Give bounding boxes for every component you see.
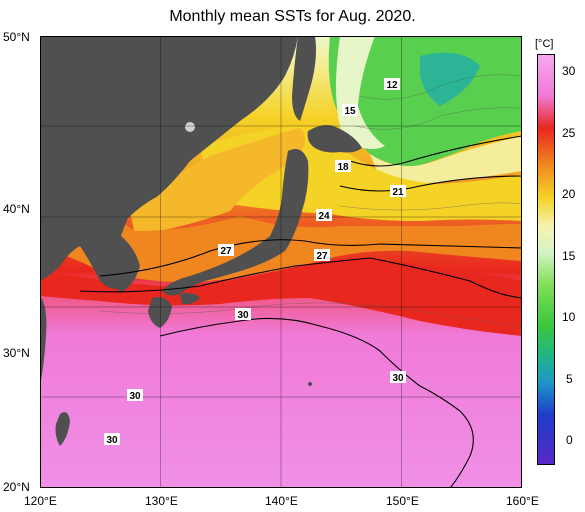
colorbar-unit: [°C] [535,38,554,50]
contour-label-group: 12 15 18 21 24 27 27 30 30 30 30 [104,78,406,446]
contour-24 [99,239,523,277]
svg-text:24: 24 [318,211,330,222]
cold-water-teal [420,52,480,106]
colorbar-tick-30: 30 [562,64,576,78]
svg-text:30: 30 [106,435,118,446]
svg-text:30: 30 [392,373,404,384]
band-light-yellow [370,136,522,183]
svg-text:30: 30 [237,310,249,321]
contour-18 [349,135,523,167]
contour-label-27a: 27 [218,244,234,257]
svg-text:21: 21 [392,187,404,198]
map-frame [40,36,522,488]
contour-27 [79,257,523,299]
y-label-50n: 50°N [3,30,30,44]
land-mainland [40,36,298,289]
contour-lines [79,135,523,489]
contour-label-30b: 30 [390,371,406,384]
contour-label-24: 24 [316,209,332,222]
svg-text:12: 12 [386,80,398,91]
land-hokkaido [307,125,362,153]
x-label-160e: 160°E [506,494,539,508]
svg-text:27: 27 [220,246,232,257]
y-label-30n: 30°N [3,346,30,360]
contour-label-15: 15 [342,104,358,117]
sst-map-svg: 12 15 18 21 24 27 27 30 30 30 30 [40,36,523,489]
svg-text:30: 30 [129,391,141,402]
cool-water-pale [336,36,385,150]
colorbar [537,54,555,465]
contour-30 [159,317,474,489]
svg-text:18: 18 [337,162,349,173]
colorbar-tick-10: 10 [562,310,576,324]
land-shikoku [180,293,200,305]
colorbar-tick-20: 20 [562,187,576,201]
land-kyushu [148,297,172,328]
y-label-20n: 20°N [3,480,30,494]
contour-label-30c: 30 [127,389,143,402]
land-taiwan [55,412,70,446]
land-sakhalin [292,36,316,121]
y-label-40n: 40°N [3,202,30,216]
x-label-120e: 120°E [24,494,57,508]
colorbar-tick-25: 25 [562,126,576,140]
colorbar-tick-0: 0 [566,433,573,447]
contour-minor [99,74,523,327]
x-label-140e: 140°E [265,494,298,508]
contour-label-27b: 27 [314,249,330,262]
contour-label-21: 21 [390,185,406,198]
contour-label-30d: 30 [104,433,120,446]
land-honshu [162,148,309,296]
contour-label-30a: 30 [235,308,251,321]
contour-label-12: 12 [384,78,400,91]
sst-map: 12 15 18 21 24 27 27 30 30 30 30 [40,36,523,489]
land-china-coast [40,296,47,386]
map-title: Monthly mean SSTs for Aug. 2020. [169,8,416,25]
island-small [308,382,312,386]
colorbar-tick-15: 15 [562,249,576,263]
colorbar-tick-5: 5 [566,372,573,386]
band-orange-yellow [130,128,305,236]
contour-label-18: 18 [335,160,351,173]
grid-lines [40,36,522,488]
island-lake [185,122,195,132]
land-korea [107,231,140,292]
contour-21 [339,175,523,192]
x-label-150e: 150°E [386,494,419,508]
svg-text:27: 27 [316,251,328,262]
x-label-130e: 130°E [145,494,178,508]
svg-text:15: 15 [344,106,356,117]
